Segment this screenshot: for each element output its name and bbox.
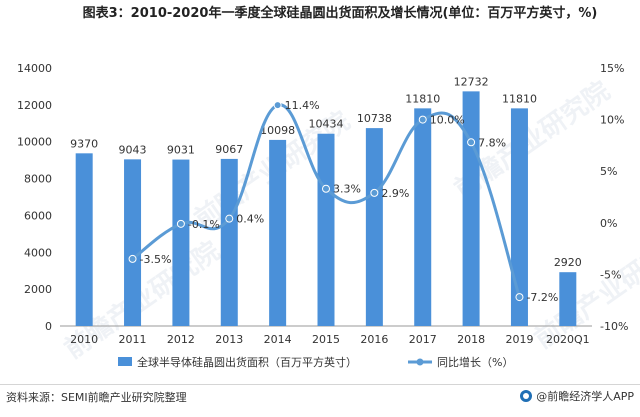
growth-point [515,293,524,302]
bar-value-label: 10098 [260,124,295,137]
y-left-tick-label: 6000 [24,209,52,222]
x-tick-label: 2020Q1 [546,333,590,346]
growth-value-label: -7.2% [526,291,558,304]
growth-value-label: -3.5% [140,253,172,266]
growth-point [418,115,427,124]
growth-point [322,184,330,193]
legend-bar-swatch [118,357,132,366]
footer-divider [0,384,640,385]
bar-value-label: 11810 [502,92,537,105]
x-tick-label: 2015 [312,333,340,346]
y-left-tick-label: 10000 [17,136,52,149]
bar [269,139,287,326]
bar [124,159,142,326]
bar-value-label: 12732 [454,75,489,88]
bar-value-label: 10434 [309,118,344,131]
growth-value-label: 11.4% [285,99,320,112]
growth-point [225,214,234,223]
legend-line-label: 同比增长（%） [437,355,513,369]
bar-value-label: 9043 [119,143,147,156]
brand-text: @前瞻经济学人APP [536,390,634,403]
chart-svg: 0 2000 4000 6000 8000 10000 12000 14000 -10% -5% 0… [17,62,628,369]
growth-point [128,254,137,263]
x-tick-label: 2013 [215,333,243,346]
bar [220,158,238,326]
bar-value-label: 2920 [554,256,582,269]
x-tick-label: 2014 [264,333,292,346]
bar-value-label: 9370 [70,137,98,150]
brand-mark: @前瞻经济学人APP [520,388,634,404]
x-tick-label: 2018 [457,333,485,346]
y-right-tick-label: -10% [600,320,628,333]
chart-title: 图表3：2010-2020年一季度全球硅晶圆出货面积及增长情况(单位：百万平方英… [82,6,598,21]
bar [510,108,528,326]
y-left-tick-label: 14000 [17,62,52,75]
legend-line-marker [416,358,424,366]
x-tick-label: 2019 [505,333,533,346]
x-tick-label: 2010 [70,333,98,346]
x-tick-label: 2016 [360,333,388,346]
y-left-tick-label: 8000 [24,173,52,186]
legend-bar-label: 全球半导体硅晶圆出货面积（百万平方英寸） [137,355,357,369]
growth-point [176,219,185,228]
bar-value-label: 9031 [167,144,195,157]
growth-value-label: 3.3% [333,183,361,196]
bar [75,153,93,326]
growth-point [370,188,379,197]
source-note: 资料来源：SEMI前瞻产业研究院整理 [6,391,187,404]
y-right-tick-label: 15% [600,62,624,75]
y-right-tick-label: 0% [600,217,617,230]
bar [317,133,335,326]
bar [365,128,383,326]
bar [414,108,432,326]
growth-value-label: 10.0% [430,114,465,127]
brand-logo-icon [520,390,533,402]
growth-value-label: 7.8% [478,136,506,149]
x-tick-label: 2011 [119,333,147,346]
bar-value-label: 9067 [215,143,243,156]
x-tick-label: 2012 [167,333,195,346]
bar-value-label: 10738 [357,112,392,125]
y-left-tick-label: 2000 [24,283,52,296]
y-right-tick-label: 10% [600,114,624,127]
bar [172,159,190,326]
growth-value-label: 2.9% [381,187,409,200]
growth-value-label: 0.4% [236,213,264,226]
y-left-tick-label: 0 [45,320,52,333]
growth-point [273,101,282,110]
growth-point [467,138,476,147]
growth-value-label: -0.1% [188,218,220,231]
bar [559,272,577,326]
bar-value-label: 11810 [405,92,440,105]
y-left-tick-label: 4000 [24,246,52,259]
bar [462,91,480,326]
y-right-tick-label: -5% [600,268,621,281]
x-tick-label: 2017 [409,333,437,346]
y-right-tick-label: 5% [600,165,617,178]
y-left-tick-label: 12000 [17,99,52,112]
